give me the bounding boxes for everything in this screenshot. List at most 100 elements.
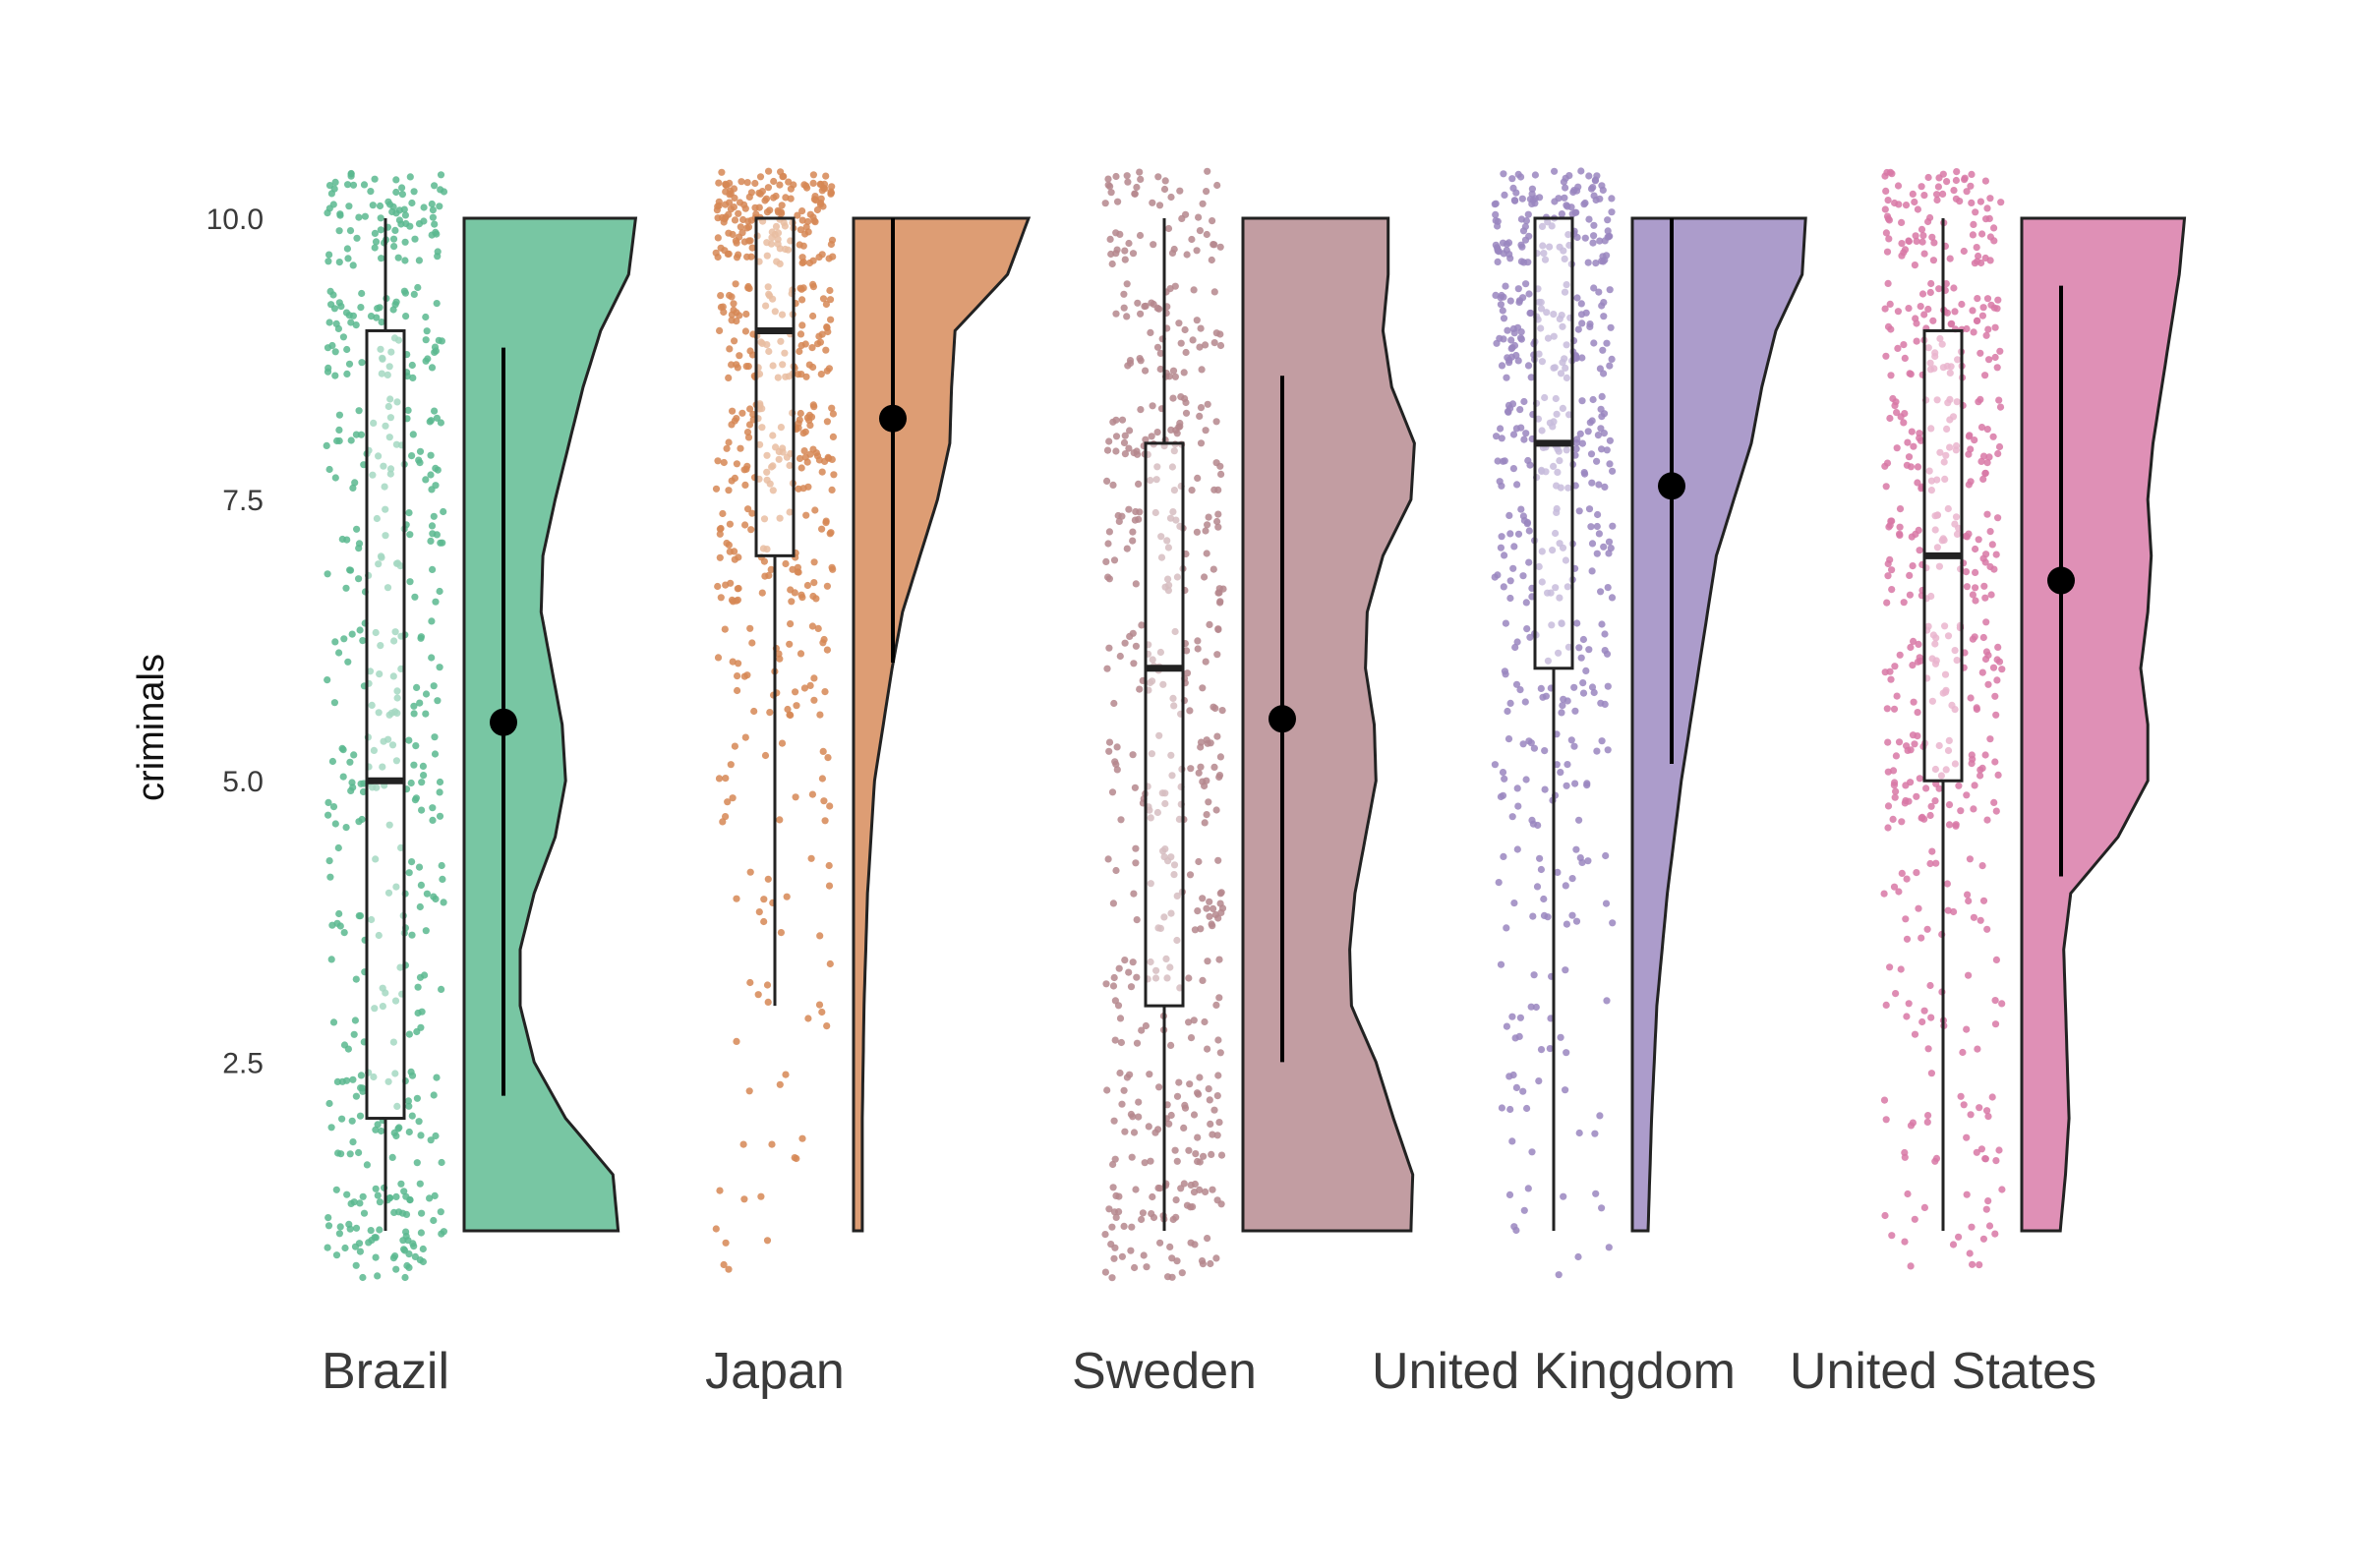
rain-point — [1884, 738, 1892, 746]
rain-point — [1164, 575, 1172, 583]
rain-point — [1606, 460, 1614, 468]
rain-point — [413, 1027, 421, 1036]
rain-point — [1535, 350, 1543, 358]
rain-point — [1976, 198, 1984, 205]
rain-point — [1931, 349, 1939, 357]
rain-point — [1912, 232, 1919, 240]
rain-point — [1491, 761, 1499, 769]
y-tick-label: 5.0 — [222, 766, 264, 798]
rain-point — [325, 465, 333, 474]
rain-point — [411, 1252, 419, 1260]
rain-point — [758, 424, 766, 432]
rain-point — [1540, 250, 1548, 258]
rain-point — [1133, 1039, 1142, 1047]
rain-point — [1507, 345, 1515, 353]
rain-point — [373, 514, 381, 523]
rain-point — [1886, 300, 1894, 308]
rain-point — [1902, 202, 1911, 209]
rain-point — [1555, 195, 1563, 203]
rain-point — [827, 188, 835, 196]
rain-point — [1211, 704, 1219, 713]
rain-point — [1907, 1262, 1915, 1270]
rain-point — [1202, 658, 1210, 666]
rain-point — [1214, 625, 1222, 634]
mean-point — [2047, 566, 2075, 595]
rain-point — [352, 975, 360, 983]
rain-point — [1121, 247, 1129, 255]
rain-point — [1590, 339, 1598, 347]
rain-point — [351, 1016, 359, 1024]
rain-point — [1217, 889, 1225, 897]
rain-point — [1157, 553, 1166, 561]
rain-point — [1895, 888, 1903, 896]
rain-point — [349, 312, 357, 319]
rain-point — [738, 409, 746, 417]
rain-point — [1105, 1205, 1113, 1213]
rain-point — [757, 338, 765, 346]
rain-point — [1522, 430, 1530, 437]
rain-point — [1930, 239, 1938, 247]
rain-point — [800, 684, 809, 692]
rain-point — [350, 1198, 358, 1206]
rain-point — [331, 348, 339, 356]
rain-point — [1172, 427, 1180, 435]
rain-point — [338, 1115, 346, 1123]
rain-point — [805, 259, 814, 267]
rain-point — [1966, 1249, 1974, 1257]
rain-point — [379, 1003, 386, 1011]
rain-point — [785, 373, 793, 380]
rain-point — [1181, 325, 1189, 334]
rain-point — [372, 238, 381, 246]
rain-point — [1882, 352, 1890, 360]
rain-point — [427, 471, 435, 479]
rain-point — [825, 255, 833, 262]
rain-point — [786, 461, 794, 470]
rain-point — [1983, 295, 1992, 303]
rain-point — [1214, 589, 1222, 597]
rain-point — [1217, 470, 1225, 478]
rain-point — [1496, 478, 1504, 486]
rain-point — [1884, 279, 1892, 287]
rain-point — [714, 654, 723, 662]
rain-point — [1521, 222, 1529, 231]
rain-point — [1112, 433, 1121, 440]
rain-point — [391, 1070, 399, 1077]
rain-point — [1911, 261, 1918, 269]
rain-point — [1132, 1186, 1140, 1193]
rain-point — [1548, 222, 1556, 230]
rain-point — [1957, 807, 1965, 815]
rain-point — [416, 459, 424, 467]
rain-point — [1121, 639, 1129, 647]
rain-point — [1578, 439, 1586, 447]
rain-point — [1152, 476, 1160, 484]
rain-point — [1935, 562, 1943, 570]
rain-point — [1953, 657, 1961, 665]
rain-point — [1894, 344, 1902, 352]
rain-point — [1140, 1251, 1148, 1259]
rain-point — [1941, 622, 1949, 630]
rain-point — [797, 464, 805, 472]
rain-point — [1578, 354, 1586, 362]
rain-point — [1959, 1048, 1967, 1057]
rain-point — [336, 210, 344, 218]
rain-point — [1884, 322, 1893, 330]
rain-point — [1183, 647, 1191, 655]
rain-point — [719, 509, 727, 518]
rain-point — [359, 1192, 367, 1200]
rain-point — [1190, 1016, 1198, 1024]
rain-point — [1991, 1020, 2000, 1028]
rain-point — [369, 471, 377, 479]
rain-point — [1572, 354, 1580, 363]
rain-point — [761, 572, 769, 580]
rain-point — [376, 202, 384, 210]
rain-point — [1995, 1146, 2003, 1154]
rain-point — [380, 462, 387, 470]
rain-point — [1580, 469, 1588, 477]
rain-point — [824, 327, 832, 336]
rain-point — [821, 817, 829, 825]
rain-point — [1907, 779, 1915, 786]
rain-point — [1929, 631, 1937, 639]
rain-point — [1911, 740, 1918, 748]
rain-point — [791, 589, 798, 597]
rain-point — [357, 1084, 365, 1092]
